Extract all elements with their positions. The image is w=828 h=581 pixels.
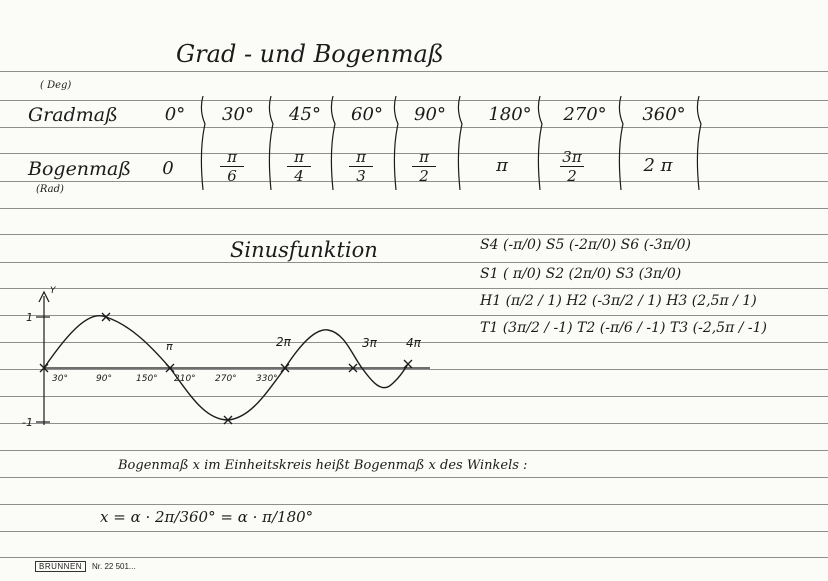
y-tick-label: 1 xyxy=(26,311,33,324)
ruled-line xyxy=(0,181,828,182)
x-tick-label: 150° xyxy=(136,374,158,384)
fraction-numerator: 3π xyxy=(562,148,582,166)
ruled-line xyxy=(0,234,828,235)
pi-mark: π xyxy=(166,340,173,353)
sine-heading: Sinusfunktion xyxy=(230,238,378,262)
ruled-line xyxy=(0,450,828,451)
ruled-line xyxy=(0,315,828,316)
ruled-line xyxy=(0,396,828,397)
radian-cell: 0 xyxy=(162,158,174,179)
radian-cell: 2 π xyxy=(643,155,673,176)
brand-logo: BRUNNEN xyxy=(35,561,87,572)
pi-mark: 3π xyxy=(362,336,377,350)
ruled-line xyxy=(0,557,828,558)
x-tick-label: 270° xyxy=(215,374,237,384)
bogenmass-label: Bogenmaß xyxy=(28,158,132,180)
ruled-line xyxy=(0,100,828,101)
degree-cell: 360° xyxy=(642,104,686,125)
x-tick-label: 30° xyxy=(52,374,68,384)
page-title: Grad - und Bogenmaß xyxy=(176,40,444,68)
points-line: T1 (3π/2 / -1) T2 (-π/6 / -1) T3 (-2,5π … xyxy=(480,320,768,336)
degree-cell: 180° xyxy=(488,104,532,125)
ruled-line xyxy=(0,153,828,154)
sine-curve xyxy=(43,315,409,421)
radian-fraction: 3π 2 xyxy=(546,149,598,184)
graph-points xyxy=(39,312,413,425)
ruled-line xyxy=(0,342,828,343)
y-axis-arrow xyxy=(38,290,50,303)
radian-fraction: π 2 xyxy=(398,149,450,184)
pi-mark: 4π xyxy=(406,336,421,350)
fraction-bar xyxy=(349,166,373,167)
radian-cell: π xyxy=(496,155,508,176)
fraction-numerator: π xyxy=(419,148,429,166)
fraction-denominator: 4 xyxy=(294,167,304,185)
points-line: S1 ( π/0) S2 (2π/0) S3 (3π/0) xyxy=(480,266,682,282)
fraction-numerator: π xyxy=(227,148,237,166)
degree-cell: 30° xyxy=(222,104,254,125)
table-dividers xyxy=(200,95,702,191)
definition-text: Bogenmaß x im Einheitskreis heißt Bogenm… xyxy=(118,458,528,473)
fraction-numerator: π xyxy=(294,148,304,166)
ruled-line xyxy=(0,423,828,424)
pi-mark: 2π xyxy=(276,335,291,349)
x-tick-label: 330° xyxy=(256,374,278,384)
fraction-denominator: 3 xyxy=(356,167,366,185)
degree-cell: 90° xyxy=(414,104,446,125)
ruled-line xyxy=(0,208,828,209)
fraction-bar xyxy=(220,166,244,167)
radian-fraction: π 6 xyxy=(206,149,258,184)
ruled-line xyxy=(0,369,828,370)
fraction-numerator: π xyxy=(356,148,366,166)
fraction-denominator: 6 xyxy=(227,167,237,185)
ruled-line xyxy=(0,531,828,532)
degree-cell: 45° xyxy=(289,104,321,125)
formula-text: x = α · 2π/360° = α · π/180° xyxy=(100,508,314,526)
degree-cell: 270° xyxy=(563,104,607,125)
ruled-line xyxy=(0,127,828,128)
points-line: S4 (-π/0) S5 (-2π/0) S6 (-3π/0) xyxy=(480,237,691,253)
degree-cell: 60° xyxy=(351,104,383,125)
fraction-bar xyxy=(560,166,584,167)
y-tick-label: -1 xyxy=(22,416,33,429)
rad-unit-label: (Rad) xyxy=(36,184,64,195)
ruled-line xyxy=(0,504,828,505)
ruled-line xyxy=(0,262,828,263)
fraction-bar xyxy=(287,166,311,167)
fraction-denominator: 2 xyxy=(567,167,577,185)
deg-unit-label: ( Deg) xyxy=(40,80,72,91)
fraction-denominator: 2 xyxy=(419,167,429,185)
x-tick-label: 210° xyxy=(174,374,196,384)
y-axis-label: Y xyxy=(50,286,56,296)
fraction-bar xyxy=(412,166,436,167)
product-number: Nr. 22 501... xyxy=(92,562,136,571)
radian-fraction: π 4 xyxy=(273,149,325,184)
radian-fraction: π 3 xyxy=(335,149,387,184)
points-line: H1 (π/2 / 1) H2 (-3π/2 / 1) H3 (2,5π / 1… xyxy=(480,293,757,309)
ruled-line xyxy=(0,71,828,72)
gradmass-label: Gradmaß xyxy=(28,104,118,126)
degree-cell: 0° xyxy=(164,104,186,125)
ruled-line xyxy=(0,477,828,478)
x-tick-label: 90° xyxy=(96,374,112,384)
ruled-line xyxy=(0,288,828,289)
